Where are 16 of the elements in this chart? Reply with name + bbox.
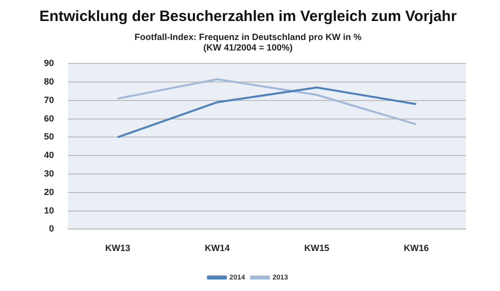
chart-subtitle: Footfall-Index: Frequenz in Deutschland pro KW in % (KW 41/2004 = 100%) — [134, 32, 362, 53]
x-tick-label: KW15 — [304, 243, 330, 254]
y-tick-label: 30 — [44, 168, 54, 178]
x-tick-label: KW13 — [105, 243, 130, 254]
y-tick-label: 90 — [44, 58, 54, 68]
y-tick-label: 10 — [44, 205, 54, 216]
x-tick-label: KW16 — [404, 243, 429, 254]
y-tick-label: 20 — [44, 186, 54, 197]
y-tick-label: 50 — [44, 132, 54, 142]
y-tick-label: 60 — [44, 113, 54, 124]
chart-title: Entwicklung der Besucherzahlen im Vergleich zum Vorjahr — [39, 8, 457, 26]
y-tick-label: 40 — [44, 150, 54, 160]
x-tick-label: KW14 — [204, 243, 230, 254]
y-tick-label: 0 — [48, 224, 54, 234]
y-tick-label: 70 — [44, 94, 54, 105]
y-tick-label: 80 — [44, 76, 54, 86]
